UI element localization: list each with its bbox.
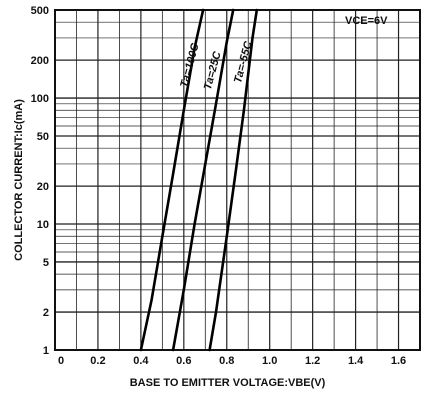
x-axis-label: BASE TO EMITTER VOLTAGE:VBE(V) <box>130 377 326 389</box>
vce-annotation: VCE=6V <box>345 15 388 27</box>
y-tick-label: 20 <box>37 181 49 193</box>
y-tick-label: 10 <box>37 219 49 231</box>
x-tick-labels: 0 0.2 0.4 0.6 0.8 1.0 1.2 1.4 1.6 <box>58 355 406 367</box>
x-tick-label: 1.6 <box>391 355 406 367</box>
curve-series-2 <box>171 8 235 352</box>
curve-label-3: Ta=-55C <box>232 39 255 84</box>
curve-series-3 <box>208 8 259 352</box>
plot-frame <box>54 9 421 351</box>
x-tick-label: 0.8 <box>219 355 234 367</box>
curve-labels: Ta=100C Ta=25C Ta=-55C <box>178 39 255 91</box>
x-tick-label: 1.4 <box>348 355 364 367</box>
minor-grid <box>55 10 420 350</box>
curves-group <box>139 8 259 352</box>
y-tick-label: 1 <box>43 345 49 357</box>
major-grid <box>55 10 420 350</box>
x-tick-label: 1.0 <box>262 355 277 367</box>
y-tick-label: 500 <box>31 5 49 17</box>
curve-series-1 <box>139 8 205 352</box>
x-tick-label: 0 <box>58 355 64 367</box>
y-tick-label: 200 <box>31 55 49 67</box>
y-tick-label: 50 <box>37 131 49 143</box>
y-axis-label: COLLECTOR CURRENT:Ic(mA) <box>13 99 25 261</box>
curve-label-1: Ta=100C <box>178 41 202 89</box>
x-tick-label: 0.4 <box>133 355 149 367</box>
x-tick-label: 1.2 <box>305 355 320 367</box>
y-tick-label: 2 <box>43 307 49 319</box>
x-tick-label: 0.2 <box>90 355 105 367</box>
x-tick-label: 0.6 <box>176 355 191 367</box>
y-tick-label: 100 <box>31 93 49 105</box>
y-tick-label: 5 <box>43 257 49 269</box>
y-tick-labels: 1 2 5 10 20 50 100 200 500 <box>31 5 49 357</box>
